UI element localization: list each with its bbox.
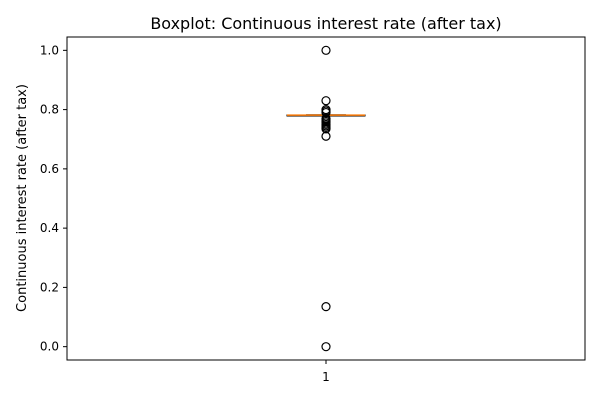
y-tick-label: 0.2	[40, 280, 59, 294]
outlier-point	[321, 342, 331, 352]
y-tick-label: 1.0	[40, 43, 59, 57]
outlier-point	[321, 45, 331, 55]
outlier-point	[321, 96, 331, 106]
outlier-point	[321, 302, 331, 312]
chart-title: Boxplot: Continuous interest rate (after…	[150, 14, 501, 33]
outlier-point	[321, 131, 331, 141]
x-tick-label: 1	[322, 370, 330, 384]
y-tick-label: 0.0	[40, 340, 59, 354]
y-tick-label: 0.6	[40, 162, 59, 176]
y-tick-label: 0.8	[40, 103, 59, 117]
y-axis-label: Continuous interest rate (after tax)	[15, 84, 30, 312]
plot-area-frame	[66, 36, 586, 361]
y-tick-label: 0.4	[40, 221, 59, 235]
